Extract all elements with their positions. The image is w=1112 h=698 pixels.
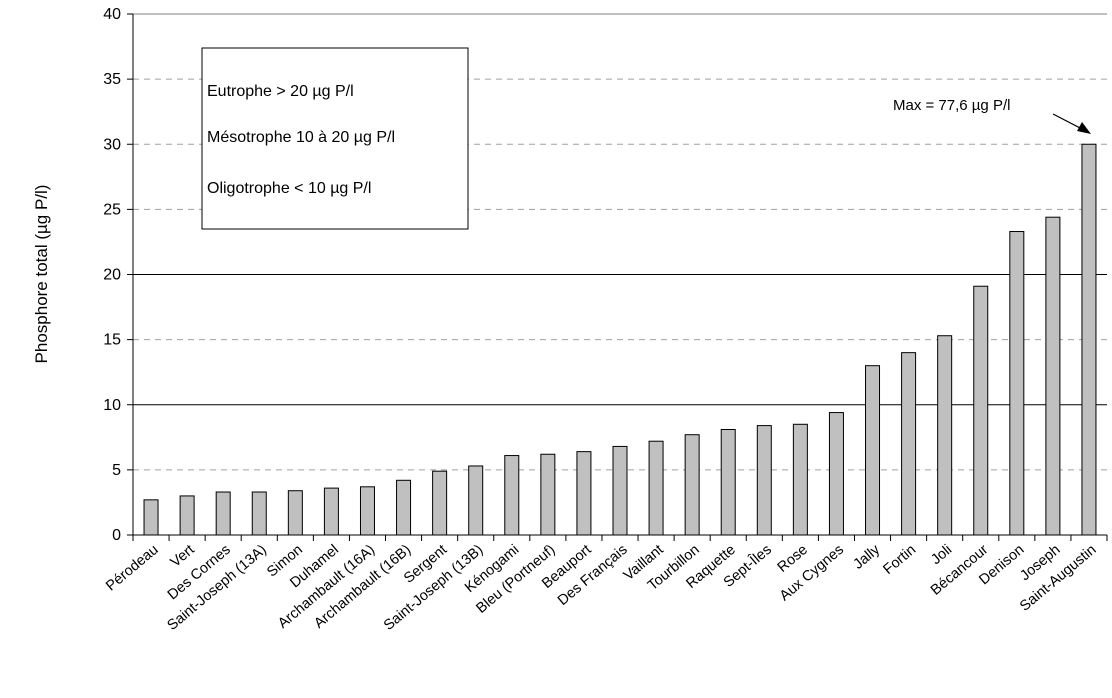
bar	[287, 490, 303, 536]
axes	[127, 13, 1108, 541]
category-label: Pérodeau	[103, 542, 161, 595]
legend-mesotrophe: Mésotrophe 10 à 20 µg P/l	[207, 129, 395, 146]
bar	[396, 479, 412, 536]
bar	[973, 285, 989, 536]
y-tick-label: 25	[103, 201, 121, 218]
max-annotation-label: Max = 77,6 µg P/l	[893, 97, 1010, 114]
bar	[792, 423, 808, 536]
bar	[359, 486, 375, 536]
bar	[901, 352, 917, 536]
y-tick-label: 15	[103, 332, 121, 349]
y-tick-labels: 0 5 10 15 20 25 30 35 40	[103, 6, 121, 544]
bar	[432, 470, 448, 536]
max-annotation-arrowhead	[1077, 122, 1091, 134]
y-tick-label: 5	[112, 462, 121, 479]
bar	[540, 453, 556, 536]
category-label: Joli	[928, 542, 955, 568]
bar	[323, 487, 339, 536]
max-annotation-arrow	[1052, 113, 1085, 131]
y-tick-label: 0	[112, 527, 121, 544]
bars	[143, 143, 1097, 536]
y-tick-label: 40	[103, 6, 121, 23]
bar	[720, 428, 736, 536]
y-tick-label: 35	[103, 71, 121, 88]
bar	[576, 451, 592, 536]
bar	[828, 412, 844, 536]
y-tick-label: 20	[103, 267, 121, 284]
bar	[865, 365, 881, 536]
y-axis-label: Phosphore total (µg P/l)	[32, 185, 51, 364]
bar	[756, 425, 772, 536]
category-label: Fortin	[880, 542, 919, 578]
bar	[215, 491, 231, 536]
y-tick-label: 10	[103, 397, 121, 414]
bar	[468, 465, 484, 536]
trophic-legend-box: Eutrophe > 20 µg P/l Mésotrophe 10 à 20 …	[201, 47, 469, 230]
max-annotation: Max = 77,6 µg P/l	[893, 97, 1091, 134]
bar	[684, 434, 700, 536]
bar	[1045, 216, 1061, 536]
bar	[504, 455, 520, 536]
bar	[143, 499, 159, 536]
category-label: Jally	[851, 541, 884, 572]
bar	[251, 491, 267, 536]
y-tick-label: 30	[103, 136, 121, 153]
bar	[937, 335, 953, 536]
bar	[1081, 143, 1097, 536]
bar	[648, 440, 664, 536]
bar	[1009, 231, 1025, 536]
bar	[612, 445, 628, 536]
bar	[179, 495, 195, 536]
legend-oligotrophe: Oligotrophe < 10 µg P/l	[207, 180, 371, 197]
legend-eutrophe: Eutrophe > 20 µg P/l	[207, 83, 354, 100]
